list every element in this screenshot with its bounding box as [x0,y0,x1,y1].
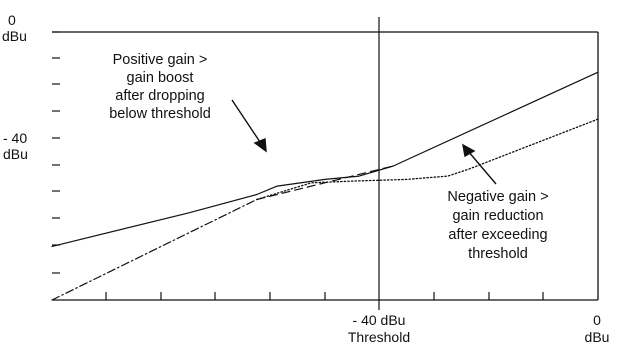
curves [51,71,599,301]
negative-gain-arrowhead [462,143,476,158]
positive-annotation-line: after dropping [115,88,204,104]
positive-gain-annotation: Positive gain > gain boost after droppin… [109,52,211,122]
positive-annotation-line: below threshold [109,106,211,122]
positive-annotation-line: Positive gain > [113,52,208,68]
negative-annotation-line: Negative gain > [447,189,548,205]
x-right-unit-label: dBu [585,329,610,345]
y-top-value-label: 0 [8,12,16,28]
negative-gain-arrow [467,150,497,185]
y-axis-ticks [52,31,60,274]
negative-gain-curve [256,118,599,201]
negative-annotation-line: gain reduction [452,208,543,224]
positive-gain-arrow [231,99,263,146]
positive-gain-arrowhead [253,137,267,153]
negative-gain-annotation: Negative gain > gain reduction after exc… [447,189,548,262]
negative-annotation-line: threshold [468,246,528,262]
positive-annotation-line: gain boost [127,70,194,86]
negative-annotation-line: after exceeding [448,227,547,243]
unity-reference-curve [51,198,258,301]
x-threshold-value-label: - 40 dBu [353,312,406,328]
unity-reference-curve [256,165,394,201]
x-axis-ticks [105,292,544,300]
y-top-unit-label: dBu [2,28,27,44]
x-right-value-label: 0 [593,312,601,328]
y-mid-unit-label: dBu [3,146,28,162]
x-threshold-caption: Threshold [348,329,410,345]
y-mid-value-label: - 40 [3,130,27,146]
arrows [231,99,497,185]
